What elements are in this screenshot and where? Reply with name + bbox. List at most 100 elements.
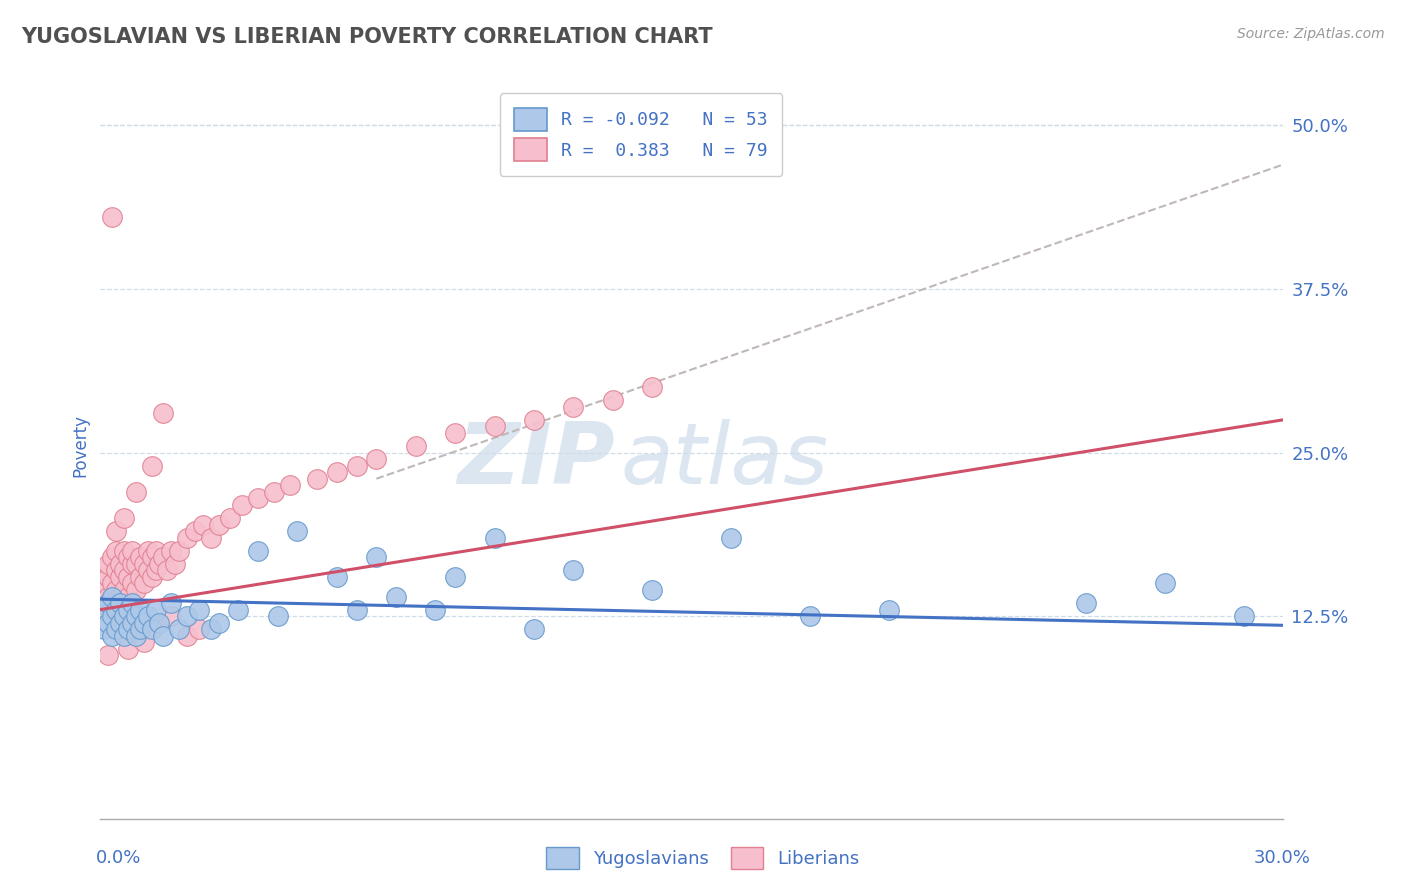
Point (121, 543, 143, 558)
Point (128, 622, 150, 636)
Point (152, 550, 174, 565)
Point (128, 550, 150, 565)
Point (145, 543, 167, 558)
Point (287, 524, 309, 538)
Point (148, 557, 170, 571)
Point (132, 635, 155, 649)
Point (148, 615, 170, 630)
Point (145, 563, 167, 577)
Point (101, 210, 124, 224)
Point (385, 590, 408, 604)
Point (125, 557, 148, 571)
Point (136, 543, 159, 558)
Point (97, 590, 120, 604)
Point (267, 609, 290, 624)
Point (108, 570, 131, 584)
Point (101, 596, 124, 610)
Point (176, 531, 198, 545)
Point (136, 609, 159, 624)
Point (346, 458, 368, 473)
Point (200, 531, 222, 545)
Point (125, 629, 148, 643)
Point (117, 641, 139, 656)
Point (207, 517, 229, 532)
Point (247, 543, 270, 558)
Point (484, 531, 506, 545)
Point (112, 629, 135, 643)
Point (121, 596, 143, 610)
Point (720, 531, 742, 545)
Point (160, 543, 183, 558)
Point (132, 557, 155, 571)
Point (97, 615, 120, 630)
Point (105, 563, 128, 577)
Point (93, 563, 115, 577)
Point (117, 550, 139, 565)
Point (112, 609, 135, 624)
Point (108, 557, 131, 571)
Point (93, 576, 115, 591)
Point (101, 609, 124, 624)
Point (97, 557, 120, 571)
Point (105, 622, 128, 636)
Point (231, 498, 253, 512)
Point (101, 629, 124, 643)
Point (136, 563, 159, 577)
Text: YUGOSLAVIAN VS LIBERIAN POVERTY CORRELATION CHART: YUGOSLAVIAN VS LIBERIAN POVERTY CORRELAT… (21, 27, 713, 46)
Point (125, 582, 148, 597)
Point (219, 511, 242, 525)
Point (108, 596, 131, 610)
Point (136, 622, 159, 636)
Text: 0.0%: 0.0% (96, 849, 141, 867)
Point (128, 570, 150, 584)
Point (799, 609, 821, 624)
Point (184, 524, 207, 538)
Point (101, 550, 124, 565)
Point (602, 393, 624, 408)
Point (326, 465, 349, 479)
Legend: Yugoslavians, Liberians: Yugoslavians, Liberians (538, 839, 868, 876)
Point (307, 472, 329, 486)
Point (152, 629, 174, 643)
Point (167, 543, 190, 558)
Point (101, 590, 124, 604)
Point (112, 543, 135, 558)
Point (97, 648, 120, 663)
Legend: R = -0.092   N = 53, R =  0.383   N = 79: R = -0.092 N = 53, R = 0.383 N = 79 (499, 93, 782, 176)
Point (128, 602, 150, 616)
Point (187, 602, 209, 616)
Point (117, 590, 139, 604)
Point (877, 602, 900, 616)
Point (1233, 609, 1256, 624)
Point (425, 602, 447, 616)
Point (105, 524, 128, 538)
Point (167, 622, 190, 636)
Point (366, 452, 388, 467)
Point (112, 582, 135, 597)
Point (93, 602, 115, 616)
Point (523, 413, 546, 427)
Point (156, 563, 179, 577)
Point (207, 615, 229, 630)
Text: atlas: atlas (621, 419, 828, 502)
Point (484, 419, 506, 434)
Point (125, 484, 148, 499)
Point (112, 563, 135, 577)
Point (121, 615, 143, 630)
Point (108, 615, 131, 630)
Text: Source: ZipAtlas.com: Source: ZipAtlas.com (1237, 27, 1385, 41)
Point (112, 511, 135, 525)
Point (141, 622, 163, 636)
Point (405, 439, 427, 453)
Point (562, 400, 585, 414)
Point (117, 602, 139, 616)
Point (97, 596, 120, 610)
Point (97, 570, 120, 584)
Point (121, 615, 143, 630)
Point (1074, 596, 1097, 610)
Point (132, 576, 155, 591)
Point (278, 478, 301, 492)
Point (125, 609, 148, 624)
Point (105, 602, 128, 616)
Point (641, 380, 664, 394)
